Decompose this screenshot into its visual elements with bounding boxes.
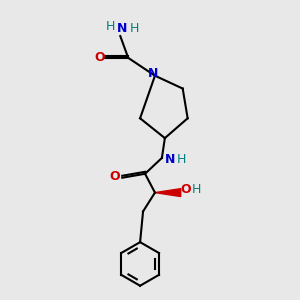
Text: O: O (94, 51, 105, 64)
Text: O: O (180, 183, 191, 196)
Text: O: O (109, 170, 120, 183)
Text: N: N (165, 153, 175, 167)
Text: H: H (192, 183, 201, 196)
Text: N: N (148, 67, 158, 80)
Text: N: N (117, 22, 128, 34)
Polygon shape (155, 189, 181, 196)
Text: H: H (177, 153, 186, 167)
Text: H: H (130, 22, 139, 34)
Text: H: H (106, 20, 115, 33)
